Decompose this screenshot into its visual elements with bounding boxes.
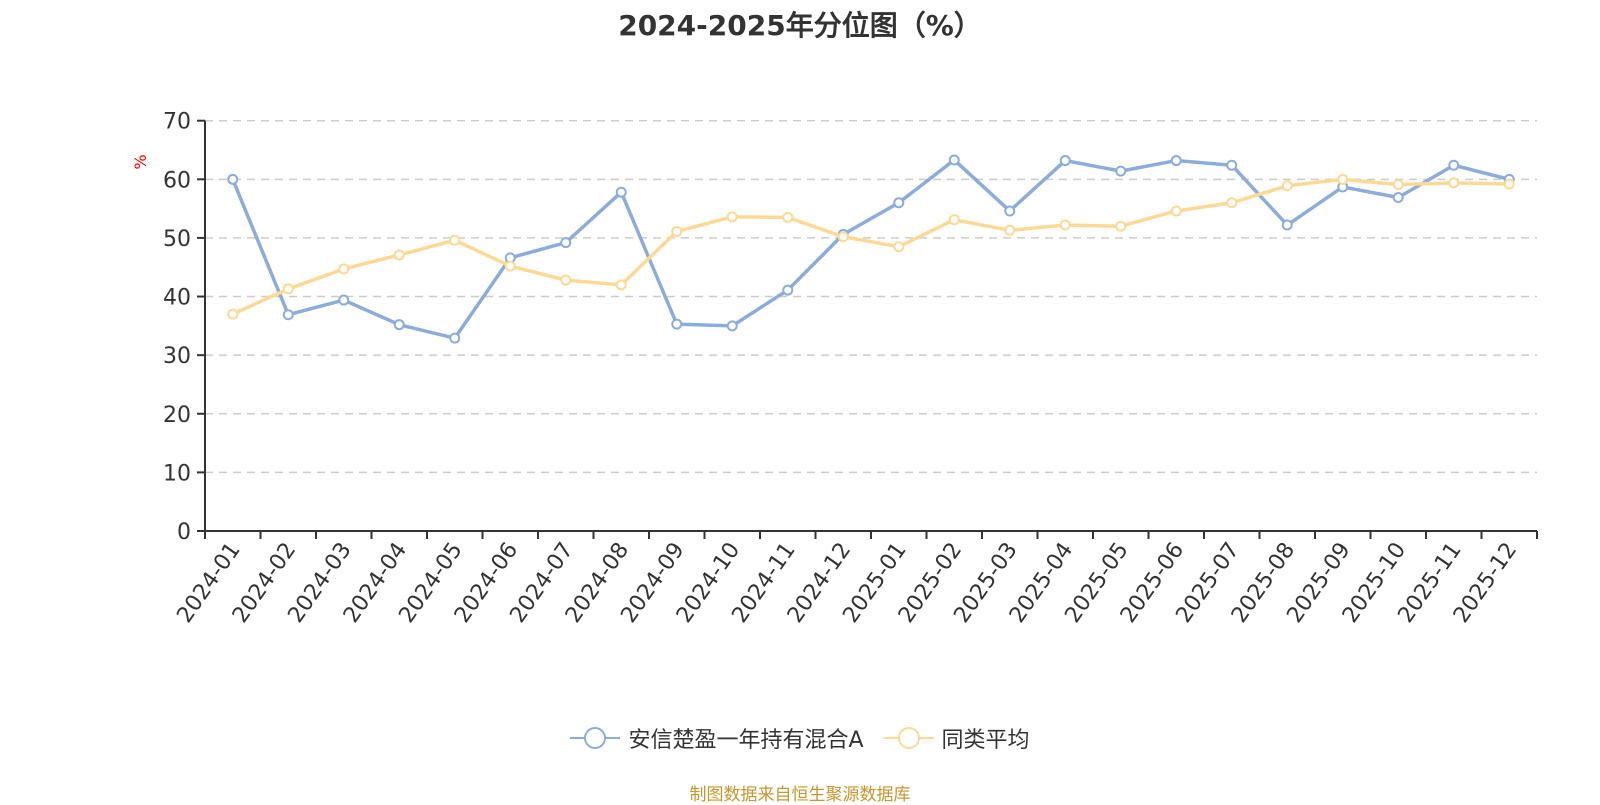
data-point[interactable] bbox=[338, 294, 350, 306]
legend-line-circle-icon bbox=[883, 727, 934, 749]
legend-line-circle-icon bbox=[570, 727, 621, 749]
data-point[interactable] bbox=[449, 234, 461, 246]
y-unit-label: % bbox=[131, 154, 150, 169]
data-point[interactable] bbox=[1170, 205, 1182, 217]
data-point[interactable] bbox=[1059, 155, 1071, 167]
data-point[interactable] bbox=[1448, 177, 1460, 189]
data-point[interactable] bbox=[449, 332, 461, 344]
data-point[interactable] bbox=[393, 249, 405, 261]
data-point[interactable] bbox=[338, 263, 350, 275]
data-point[interactable] bbox=[560, 274, 572, 286]
data-point[interactable] bbox=[282, 309, 294, 321]
data-point[interactable] bbox=[1004, 224, 1016, 236]
data-point[interactable] bbox=[1337, 173, 1349, 185]
data-point[interactable] bbox=[1059, 219, 1071, 231]
y-tick-label: 50 bbox=[163, 227, 191, 252]
legend: 安信楚盈一年持有混合A 同类平均 bbox=[0, 722, 1600, 754]
data-point[interactable] bbox=[615, 186, 627, 198]
y-tick-label: 60 bbox=[163, 168, 191, 193]
data-point[interactable] bbox=[1281, 219, 1293, 231]
data-point[interactable] bbox=[393, 319, 405, 331]
data-point[interactable] bbox=[615, 279, 627, 291]
data-point[interactable] bbox=[726, 211, 738, 223]
data-point[interactable] bbox=[1170, 155, 1182, 167]
data-point[interactable] bbox=[671, 318, 683, 330]
data-point[interactable] bbox=[782, 284, 794, 296]
data-point[interactable] bbox=[948, 154, 960, 166]
data-point[interactable] bbox=[1004, 205, 1016, 217]
y-tick-label: 30 bbox=[163, 344, 191, 369]
data-point[interactable] bbox=[726, 320, 738, 332]
data-source-note: 制图数据来自恒生聚源数据库 bbox=[689, 785, 911, 805]
data-point[interactable] bbox=[282, 283, 294, 295]
data-point[interactable] bbox=[1281, 180, 1293, 192]
data-point[interactable] bbox=[227, 173, 239, 185]
data-point[interactable] bbox=[1115, 165, 1127, 177]
y-tick-label: 40 bbox=[163, 286, 191, 311]
data-point[interactable] bbox=[1392, 191, 1404, 203]
y-tick-label: 70 bbox=[163, 110, 191, 135]
data-point[interactable] bbox=[948, 214, 960, 226]
data-point[interactable] bbox=[1115, 220, 1127, 232]
data-point[interactable] bbox=[1392, 179, 1404, 191]
legend-item-category-average[interactable]: 同类平均 bbox=[883, 722, 1030, 754]
data-point[interactable] bbox=[227, 308, 239, 320]
legend-label: 安信楚盈一年持有混合A bbox=[628, 728, 864, 753]
data-point[interactable] bbox=[1226, 159, 1238, 171]
data-point[interactable] bbox=[504, 260, 516, 272]
data-point[interactable] bbox=[671, 225, 683, 237]
y-tick-label: 0 bbox=[177, 520, 191, 545]
legend-item-fund[interactable]: 安信楚盈一年持有混合A bbox=[570, 722, 864, 754]
y-tick-label: 10 bbox=[163, 461, 191, 486]
data-point[interactable] bbox=[560, 237, 572, 249]
series-fund bbox=[227, 154, 1515, 344]
data-point[interactable] bbox=[1448, 159, 1460, 171]
legend-label: 同类平均 bbox=[941, 728, 1030, 753]
data-point[interactable] bbox=[893, 241, 905, 253]
series-category-average bbox=[227, 173, 1515, 320]
y-tick-label: 20 bbox=[163, 403, 191, 428]
data-point[interactable] bbox=[1226, 197, 1238, 209]
data-point[interactable] bbox=[782, 211, 794, 223]
chart-title: 2024-2025年分位图（%） bbox=[618, 9, 982, 42]
data-point[interactable] bbox=[1503, 178, 1515, 190]
data-point[interactable] bbox=[837, 231, 849, 243]
data-point[interactable] bbox=[893, 197, 905, 209]
